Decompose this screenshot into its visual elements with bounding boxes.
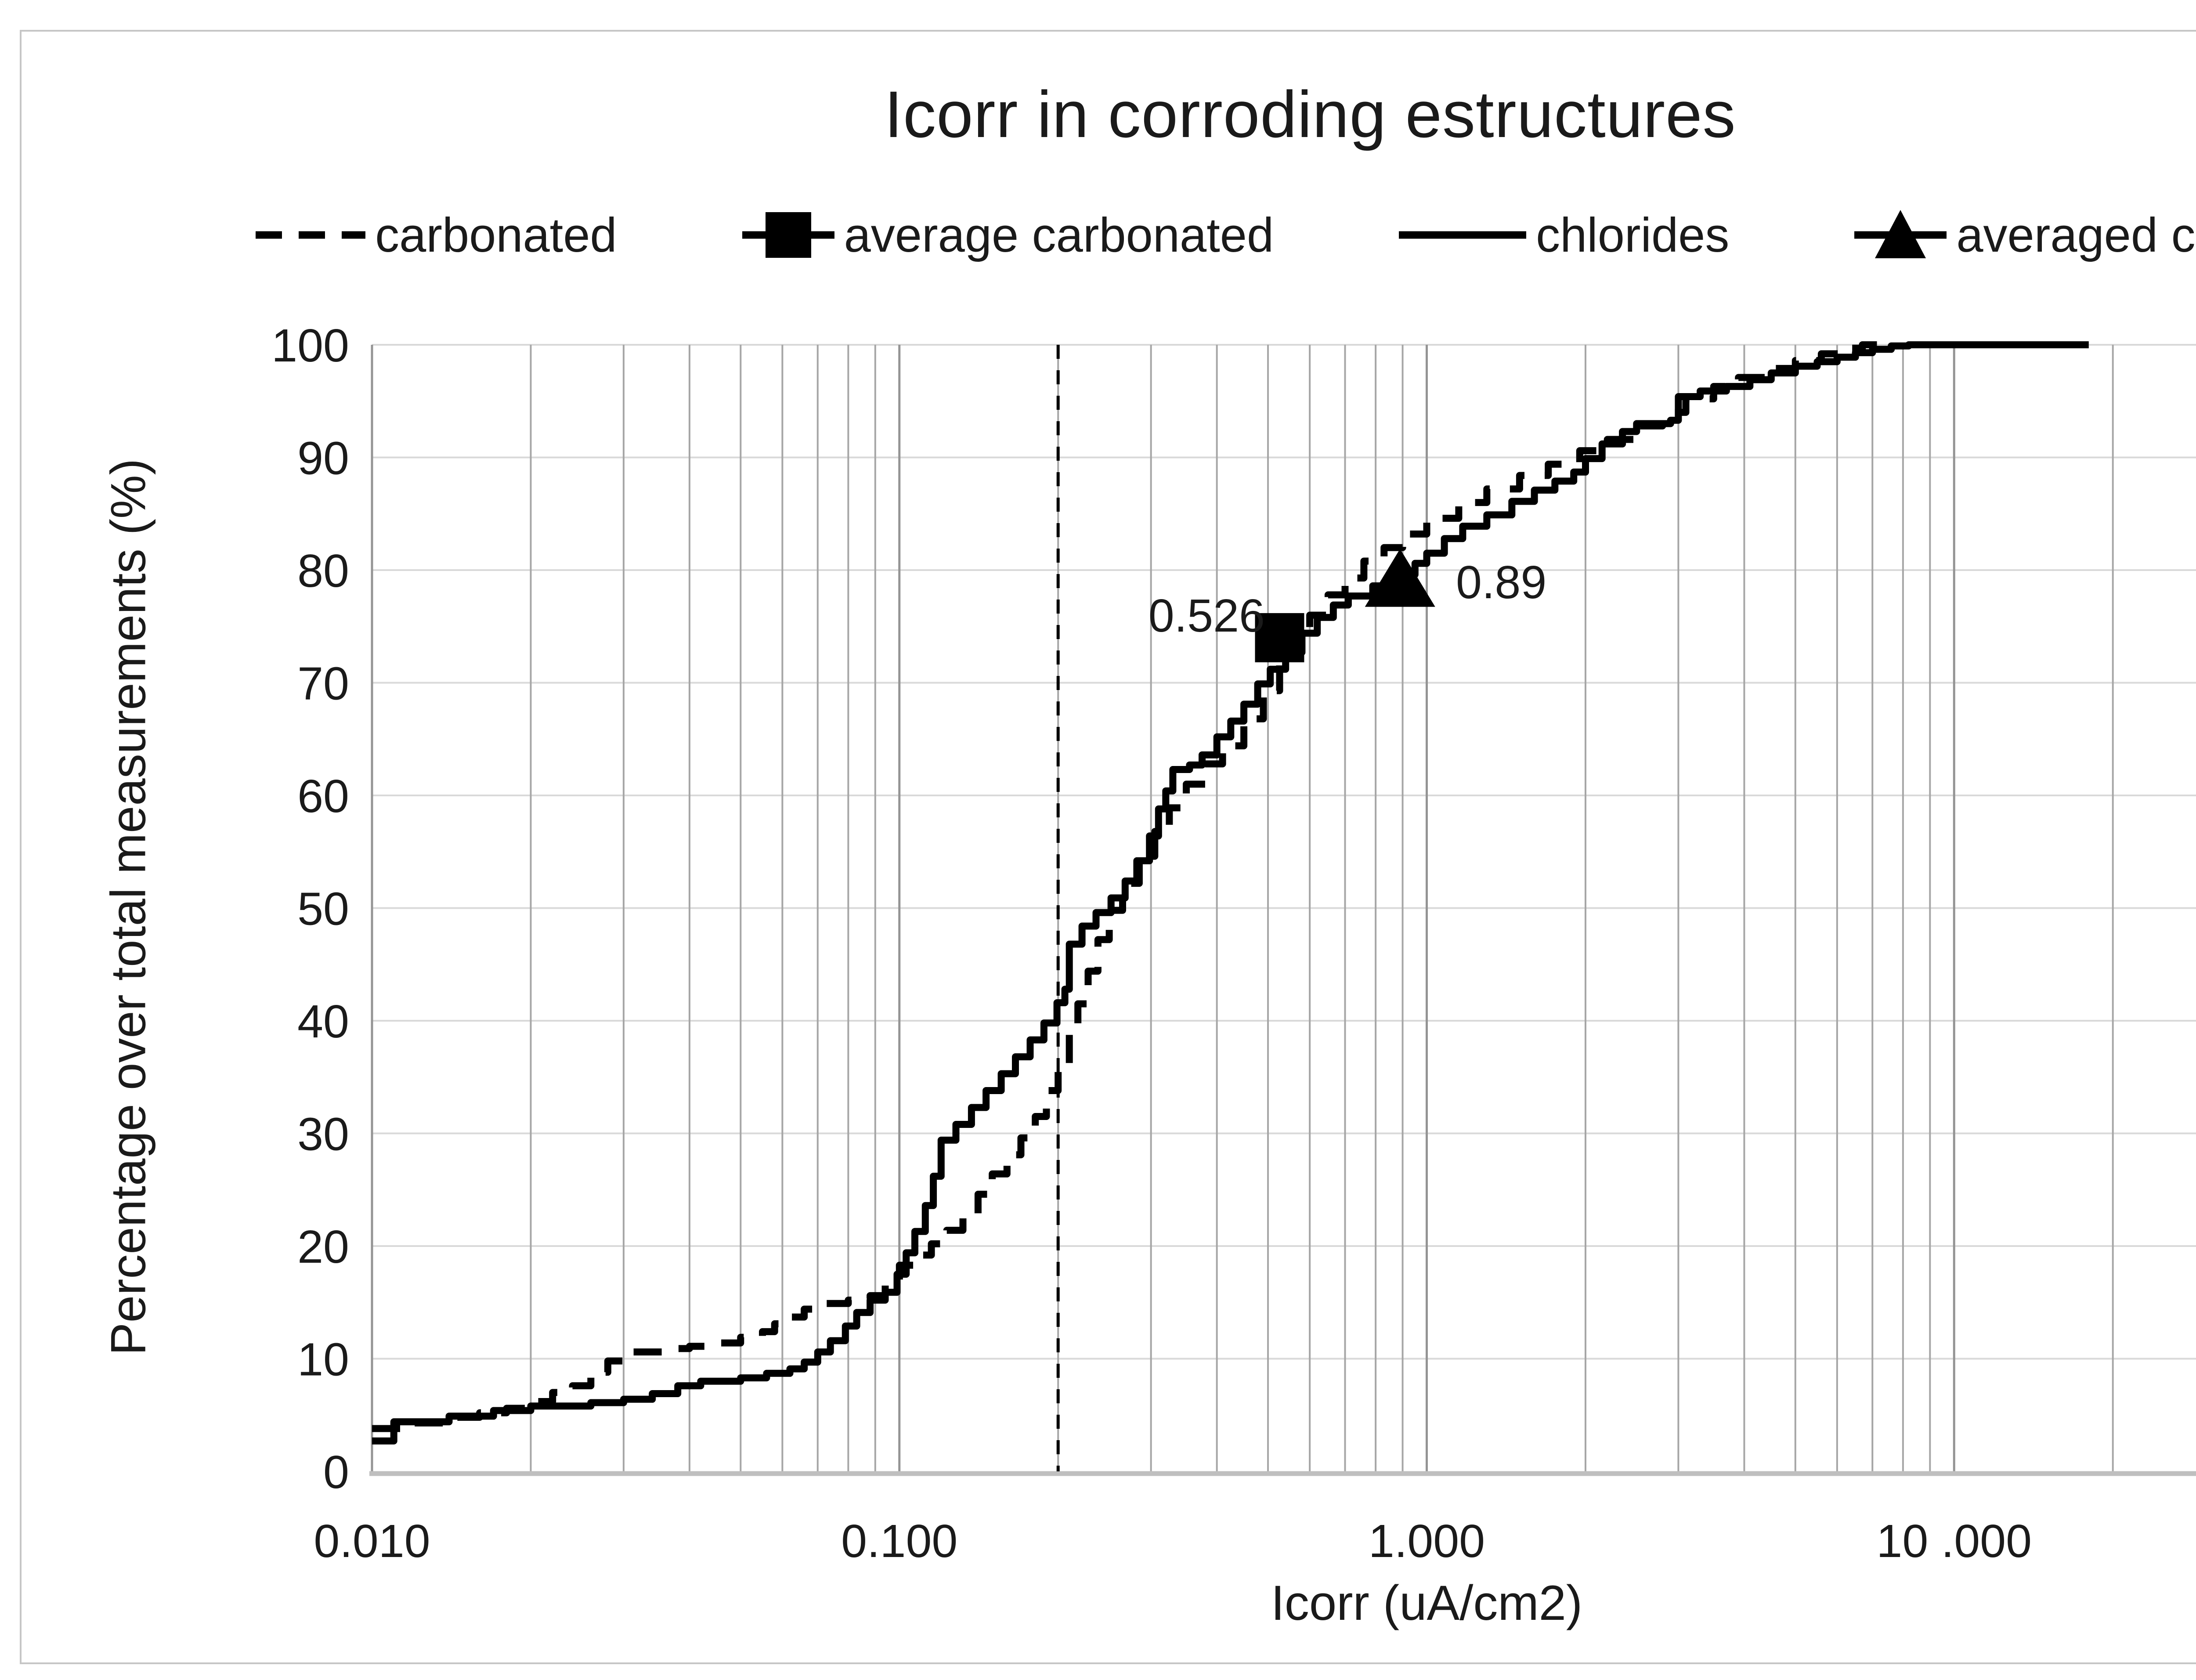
- gridlines-horizontal: [372, 344, 2196, 1360]
- solid-line-icon: [1399, 231, 1527, 239]
- triangle-marker-icon: [1854, 210, 1947, 258]
- legend-label: averaged chlorides: [1956, 208, 2196, 262]
- square-marker-icon: [742, 212, 834, 258]
- x-tick-label: 1.000: [1369, 1515, 1485, 1567]
- y-tick-label: 30: [297, 1109, 349, 1160]
- y-tick-label: 40: [297, 996, 349, 1048]
- y-tick-label: 90: [297, 433, 349, 484]
- chart-title: Icorr in corroding estructures: [884, 77, 1736, 151]
- legend-item-carbonated[interactable]: carbonated: [256, 207, 617, 263]
- y-tick-label: 10: [297, 1334, 349, 1386]
- y-axis-title: Percentage over total measurements (%): [101, 459, 156, 1355]
- legend-item-averaged-chlorides[interactable]: averaged chlorides: [1854, 206, 2196, 264]
- marker-averaged-chlorides: [1365, 549, 1435, 607]
- legend-label: average carbonated: [844, 208, 1274, 262]
- data-label-average-carbonated: 0.526: [1148, 590, 1265, 642]
- dashed-line-icon: [256, 231, 366, 239]
- y-tick-label: 100: [271, 320, 349, 372]
- legend-label: chlorides: [1536, 208, 1730, 262]
- y-tick-labels: 0 10 20 30 40 50 60 70 80 90 100: [271, 320, 349, 1498]
- x-tick-label: 0.010: [314, 1515, 430, 1567]
- legend-label: carbonated: [375, 208, 617, 262]
- legend: carbonated average carbonated chlorides …: [0, 206, 2196, 264]
- x-tick-label: 0.100: [841, 1515, 957, 1567]
- y-tick-label: 60: [297, 770, 349, 822]
- x-axis-title: Icorr (uA/cm2): [1271, 1575, 1583, 1630]
- y-tick-label: 50: [297, 883, 349, 935]
- data-label-averaged-chlorides: 0.89: [1456, 556, 1547, 608]
- series-chlorides: [372, 341, 2089, 1445]
- legend-item-chlorides[interactable]: chlorides: [1399, 207, 1729, 263]
- series-carbonated: [372, 341, 1889, 1432]
- x-tick-label: 10 .000: [1876, 1515, 2032, 1567]
- y-tick-label: 80: [297, 545, 349, 597]
- chart-border: [20, 30, 2196, 1664]
- y-tick-label: 70: [297, 658, 349, 710]
- marker-average-carbonated: [1255, 613, 1304, 662]
- legend-item-average-carbonated[interactable]: average carbonated: [742, 206, 1274, 264]
- y-tick-label: 20: [297, 1221, 349, 1273]
- y-tick-label: 0: [323, 1446, 349, 1498]
